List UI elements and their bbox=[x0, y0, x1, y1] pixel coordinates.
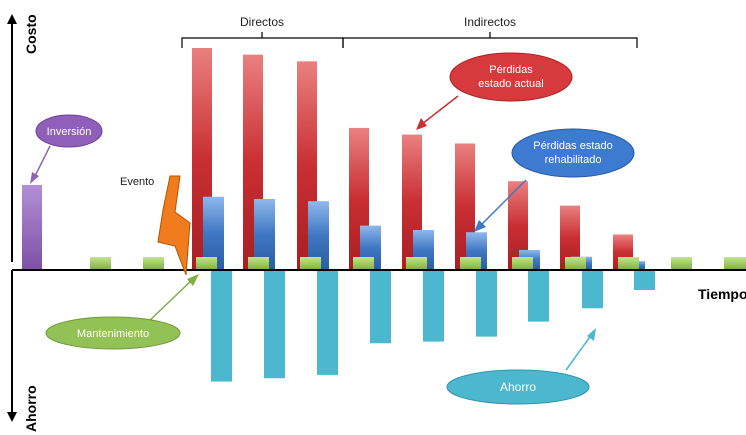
savings-bar bbox=[528, 270, 549, 322]
maintenance-bar bbox=[353, 257, 374, 270]
maintenance-bar bbox=[196, 257, 217, 270]
savings-bar bbox=[370, 270, 391, 344]
losses-rehab-text-1: Pérdidas estado bbox=[533, 140, 613, 152]
savings-bar bbox=[211, 270, 232, 382]
savings-bar bbox=[264, 270, 285, 379]
maintenance-bar bbox=[406, 257, 427, 270]
indirect-bracket bbox=[342, 37, 638, 48]
losses-rehab-callout-arrow bbox=[479, 179, 527, 227]
losses-current-text-1: Pérdidas bbox=[489, 64, 533, 76]
maintenance-bar bbox=[512, 257, 533, 270]
event-lightning-icon bbox=[157, 175, 191, 276]
maintenance-bar bbox=[248, 257, 269, 270]
savings-callout-text: Ahorro bbox=[500, 380, 536, 394]
loss-rehab-bar bbox=[254, 198, 275, 270]
losses-current-arrowhead bbox=[416, 118, 427, 130]
losses-rehab-callout bbox=[511, 128, 635, 178]
loss-current-bar bbox=[508, 181, 528, 270]
y-axis-top-label: Costo bbox=[23, 14, 39, 54]
maintenance-callout-text: Mantenimiento bbox=[77, 328, 149, 340]
investment-callout-text: Inversión bbox=[47, 126, 92, 138]
savings-bar bbox=[634, 270, 655, 290]
maintenance-bar bbox=[671, 257, 692, 270]
y-axis-bottom-label: Ahorro bbox=[23, 385, 39, 432]
investment-arrowhead bbox=[30, 172, 39, 184]
investment-callout bbox=[35, 114, 103, 148]
savings-bar bbox=[582, 270, 603, 309]
savings-bar bbox=[317, 270, 338, 375]
losses-rehab-text-2: rehabilitado bbox=[545, 154, 602, 166]
maintenance-bar bbox=[300, 257, 321, 270]
investment-bar bbox=[22, 185, 42, 270]
maintenance-bar bbox=[143, 257, 164, 270]
maintenance-bar bbox=[565, 257, 586, 270]
event-label: Evento bbox=[120, 176, 154, 188]
maintenance-bar bbox=[618, 257, 639, 270]
maintenance-bar bbox=[724, 257, 745, 270]
maintenance-bar bbox=[90, 257, 111, 270]
losses-current-text-2: estado actual bbox=[478, 78, 543, 90]
savings-callout bbox=[446, 369, 590, 405]
maintenance-callout bbox=[45, 316, 181, 350]
direct-group-label: Directos bbox=[240, 15, 284, 29]
indirect-group-label: Indirectos bbox=[464, 15, 516, 29]
investment-callout-arrow bbox=[33, 145, 51, 179]
savings-arrowhead bbox=[587, 328, 596, 341]
loss-rehab-bar bbox=[308, 201, 329, 270]
losses-current-callout bbox=[449, 52, 573, 102]
maintenance-arrowhead bbox=[187, 274, 199, 286]
losses-rehab-arrowhead bbox=[474, 220, 486, 232]
savings-bar bbox=[476, 270, 497, 337]
losses-current-callout-arrow bbox=[421, 95, 459, 125]
savings-bar bbox=[423, 270, 444, 342]
x-axis-label: Tiempo bbox=[698, 286, 746, 302]
maintenance-callout-arrow bbox=[147, 279, 193, 323]
maintenance-bar bbox=[742, 257, 746, 270]
maintenance-bar bbox=[460, 257, 481, 270]
loss-rehab-bar bbox=[203, 196, 224, 270]
direct-bracket bbox=[181, 37, 344, 48]
savings-callout-arrow bbox=[565, 333, 593, 371]
loss-current-bar bbox=[560, 205, 580, 270]
